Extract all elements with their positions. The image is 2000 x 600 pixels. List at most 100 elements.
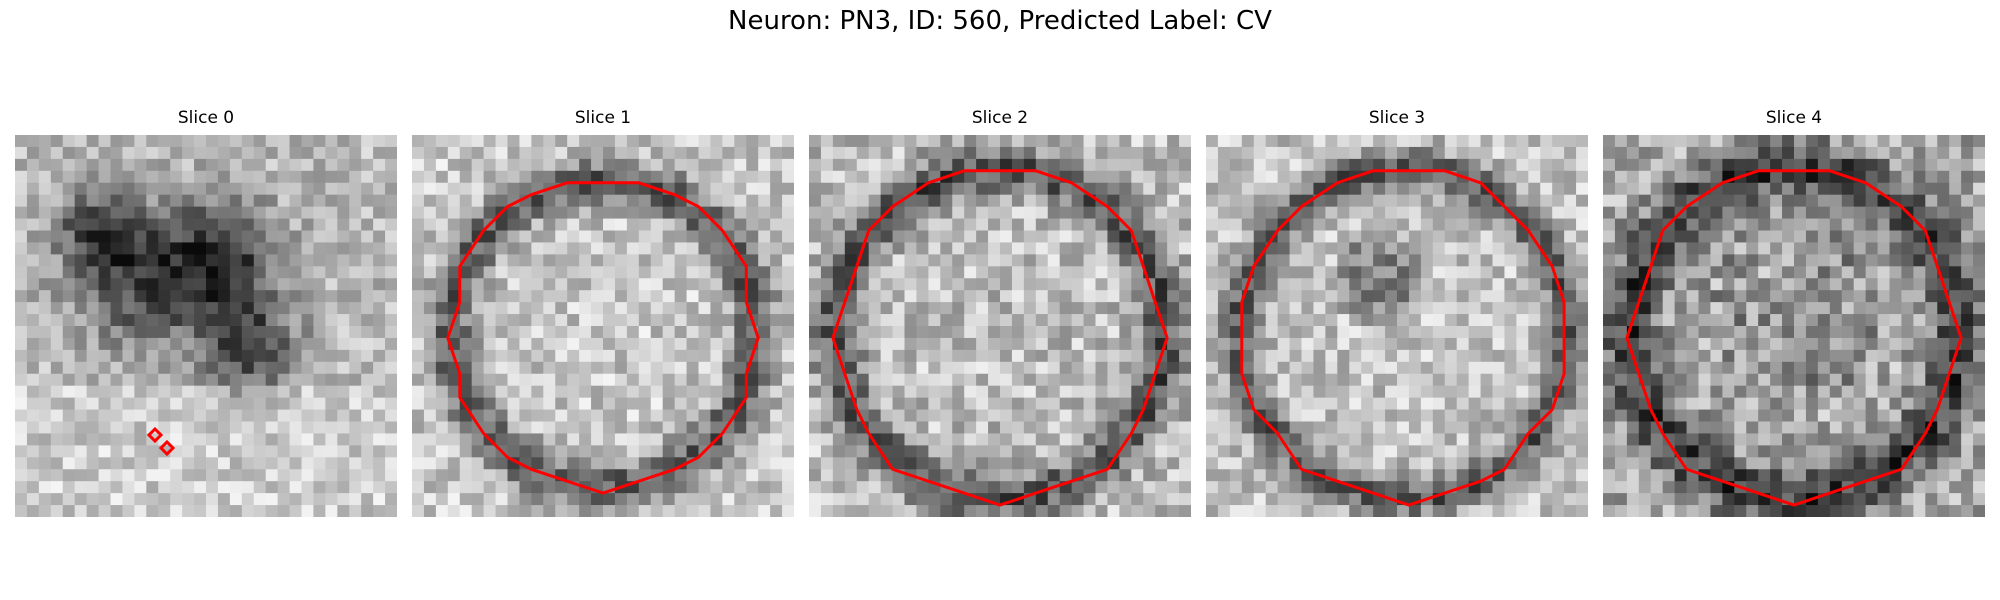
image-pixel: [543, 242, 556, 255]
image-pixel: [50, 242, 64, 255]
image-pixel: [313, 242, 326, 255]
image-pixel: [1000, 242, 1013, 255]
image-pixel: [435, 493, 449, 506]
image-pixel: [412, 254, 425, 267]
image-pixel: [1217, 397, 1231, 411]
image-pixel: [1397, 337, 1410, 351]
image-pixel: [1901, 302, 1914, 315]
image-pixel: [1277, 421, 1291, 435]
image-pixel: [1373, 457, 1386, 470]
image-pixel: [182, 421, 195, 435]
image-pixel: [710, 326, 723, 339]
image-pixel: [770, 493, 783, 506]
image-pixel: [435, 146, 449, 160]
image-pixel: [194, 230, 207, 244]
image-pixel: [1540, 135, 1553, 148]
image-pixel: [1119, 194, 1132, 208]
image-pixel: [1865, 326, 1879, 339]
image-pixel: [1444, 230, 1458, 244]
image-pixel: [423, 170, 437, 184]
image-pixel: [1253, 493, 1267, 506]
image-pixel: [1480, 433, 1494, 446]
image-pixel: [217, 433, 231, 446]
image-pixel: [349, 266, 362, 279]
image-pixel: [265, 302, 279, 315]
image-pixel: [1877, 421, 1891, 435]
image-pixel: [110, 182, 124, 196]
image-pixel: [1829, 302, 1843, 315]
image-pixel: [1265, 469, 1279, 482]
image-pixel: [1841, 314, 1855, 327]
image-pixel: [614, 349, 628, 363]
image-pixel: [1961, 445, 1974, 458]
image-pixel: [229, 421, 243, 435]
image-pixel: [746, 457, 759, 470]
image-pixel: [337, 349, 350, 363]
image-pixel: [1167, 182, 1180, 196]
image-pixel: [74, 302, 88, 315]
image-pixel: [1961, 206, 1974, 220]
image-pixel: [217, 206, 231, 220]
image-pixel: [543, 385, 556, 399]
image-pixel: [289, 206, 303, 220]
image-pixel: [519, 206, 532, 220]
image-pixel: [531, 409, 544, 423]
image-pixel: [698, 349, 712, 363]
image-pixel: [1325, 254, 1338, 267]
image-pixel: [964, 278, 977, 291]
image-pixel: [916, 254, 929, 267]
image-pixel: [98, 146, 112, 160]
image-pixel: [459, 194, 473, 208]
image-pixel: [277, 290, 291, 303]
image-pixel: [301, 433, 315, 446]
image-pixel: [976, 326, 989, 339]
image-pixel: [373, 230, 386, 244]
em-image-slice-3: [1206, 135, 1588, 517]
image-pixel: [1023, 349, 1037, 363]
image-pixel: [1528, 397, 1541, 411]
image-pixel: [1853, 254, 1867, 267]
image-pixel: [1552, 218, 1565, 232]
image-pixel: [674, 326, 688, 339]
image-pixel: [1373, 146, 1386, 160]
image-pixel: [1107, 409, 1120, 423]
image-pixel: [1734, 421, 1747, 435]
image-pixel: [1289, 314, 1303, 327]
image-pixel: [1937, 182, 1950, 196]
image-pixel: [722, 385, 735, 399]
image-pixel: [373, 326, 386, 339]
image-pixel: [1047, 361, 1061, 375]
image-pixel: [1937, 170, 1950, 184]
image-pixel: [1626, 242, 1640, 255]
image-pixel: [277, 361, 291, 375]
image-pixel: [1313, 170, 1326, 184]
image-pixel: [916, 158, 929, 172]
image-pixel: [1734, 361, 1747, 375]
image-pixel: [217, 266, 231, 279]
image-pixel: [940, 505, 953, 517]
image-pixel: [253, 457, 267, 470]
image-pixel: [206, 278, 219, 291]
image-pixel: [832, 194, 846, 208]
image-pixel: [1782, 361, 1795, 375]
image-pixel: [1710, 218, 1723, 232]
image-pixel: [1083, 397, 1097, 411]
image-pixel: [1059, 505, 1073, 517]
image-pixel: [1877, 206, 1891, 220]
image-pixel: [758, 469, 771, 482]
image-pixel: [1143, 505, 1156, 517]
image-pixel: [1000, 182, 1013, 196]
image-pixel: [519, 146, 532, 160]
image-pixel: [158, 469, 171, 482]
image-pixel: [1516, 230, 1529, 244]
image-pixel: [1722, 278, 1735, 291]
image-pixel: [591, 349, 604, 363]
image-pixel: [1758, 194, 1771, 208]
image-pixel: [686, 505, 700, 517]
image-pixel: [782, 433, 794, 446]
image-pixel: [1289, 433, 1303, 446]
image-pixel: [38, 433, 52, 446]
image-pixel: [1576, 230, 1588, 244]
image-pixel: [782, 481, 794, 494]
image-pixel: [122, 409, 135, 423]
